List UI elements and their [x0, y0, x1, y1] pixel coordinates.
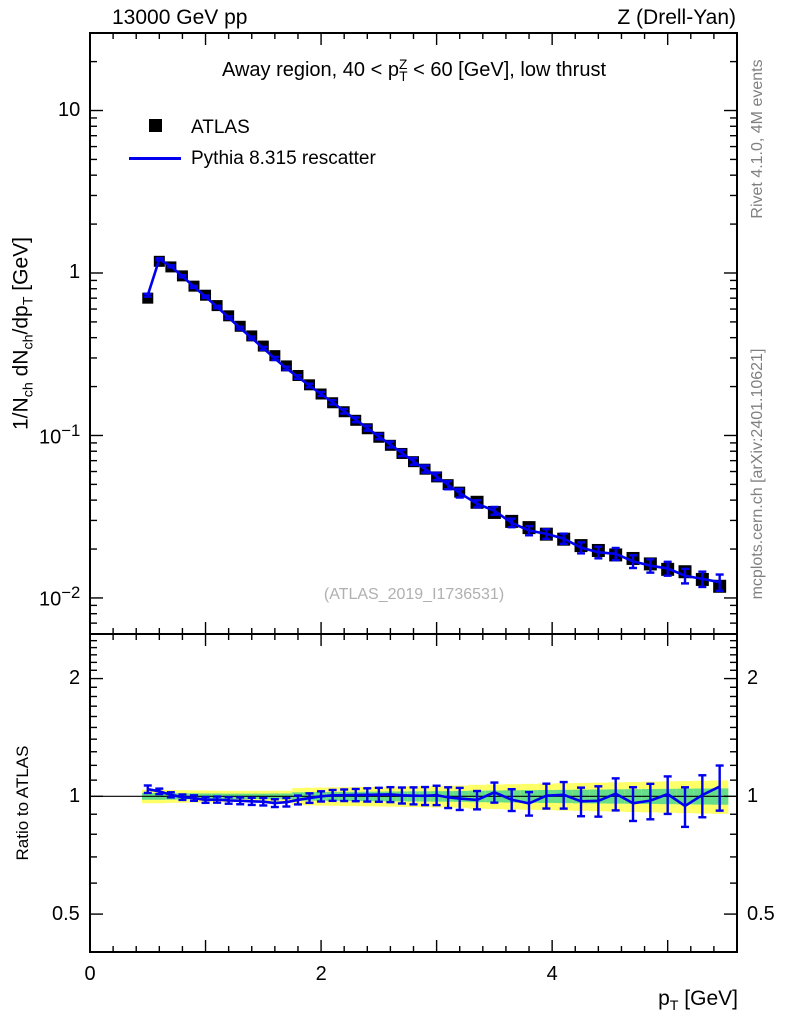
legend-square-marker-icon	[125, 119, 185, 137]
y-tick-label-ratio-right-0: 2	[747, 667, 759, 690]
plot-title-pre: Away region, 40 < p	[221, 58, 399, 81]
header-collision-energy: 13000 GeV pp	[112, 6, 248, 29]
series-atlas-markers	[142, 255, 727, 593]
series-pythia-line	[143, 257, 724, 593]
plot-title-sub: T	[399, 68, 408, 84]
y-tick-label-ratio-left-1: 1	[69, 784, 81, 807]
y-tick-label-ratio-right-2: 0.5	[747, 902, 775, 925]
y-tick-label-main-0: 10	[58, 99, 81, 122]
atlas-data-point	[269, 350, 281, 362]
axis-ticks	[89, 32, 737, 953]
pythia-curve	[146, 257, 720, 584]
y-tick-label-main-1: 1	[69, 261, 81, 284]
legend-entry: Pythia 8.315 rescatter	[125, 148, 376, 170]
legend-label: Pythia 8.315 rescatter	[191, 148, 376, 169]
y-tick-label-ratio-left-2: 0.5	[52, 902, 80, 925]
y-tick-label-main-3: 10−2	[39, 583, 81, 612]
legend-line-marker-icon	[125, 150, 185, 168]
atlas-data-point	[142, 292, 154, 304]
x-tick-label-2: 2	[315, 962, 327, 985]
xlabel-post: [GeV]	[678, 987, 738, 1011]
xlabel-sub: T	[669, 998, 679, 1014]
legend-label: ATLAS	[191, 117, 250, 138]
plot-title-sup: Z	[398, 57, 408, 72]
y-tick-label-ratio-right-1: 1	[747, 784, 759, 807]
plot-title: Away region, 40 < pZT < 60 [GeV], low th…	[90, 57, 738, 84]
header-process: Z (Drell-Yan)	[617, 6, 736, 29]
ratio-pythia-line	[143, 764, 724, 829]
legend-entry: ATLAS	[125, 117, 250, 139]
analysis-id-watermark: (ATLAS_2019_I1736531)	[323, 586, 505, 603]
plot-frames	[89, 32, 738, 953]
x-axis-label: pT [GeV]	[658, 987, 738, 1014]
y-tick-label-ratio-left-0: 2	[69, 667, 81, 690]
xlabel-base: p	[658, 987, 670, 1011]
x-tick-label-4: 4	[546, 962, 558, 985]
y-tick-label-main-2: 10−1	[39, 420, 81, 449]
plot-title-post: < 60 [GeV], low thrust	[407, 58, 607, 81]
x-tick-label-0: 0	[84, 962, 96, 985]
